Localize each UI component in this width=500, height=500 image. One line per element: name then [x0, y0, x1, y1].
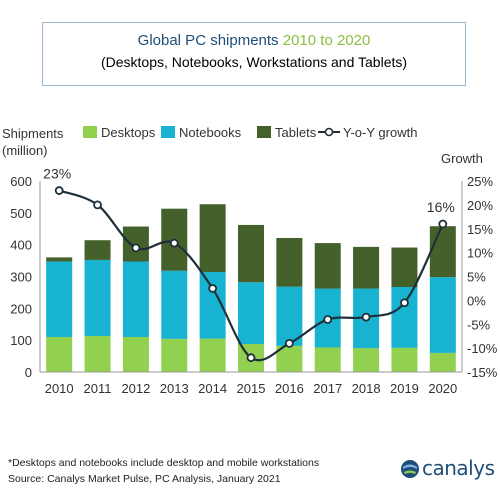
x-tick-label: 2012 — [121, 381, 150, 396]
chart-title-years: 2010 to 2020 — [282, 32, 371, 49]
y-tick-right-label: 10% — [467, 246, 493, 261]
growth-data-label: 16% — [427, 199, 455, 215]
bar-tablets-2020 — [429, 226, 456, 278]
bars — [46, 204, 456, 372]
bar-tablets-2014 — [199, 204, 226, 273]
growth-point-2010 — [54, 186, 64, 195]
y-tick-left-label: 400 — [10, 238, 32, 253]
x-tick-label: 2017 — [313, 381, 342, 396]
bar-notebooks-2019 — [391, 287, 418, 348]
growth-data-label: 23% — [43, 166, 71, 182]
y-tick-right-label: -15% — [467, 365, 498, 380]
x-tick-label: 2010 — [45, 381, 74, 396]
bar-desktops-2020 — [429, 352, 456, 372]
x-tick-label: 2020 — [428, 381, 457, 396]
y-axis-left-title-line1: Shipments — [2, 126, 64, 141]
source-note: Source: Canalys Market Pulse, PC Analysi… — [8, 473, 281, 485]
legend-swatch-growth-marker — [324, 127, 334, 137]
growth-point-2018 — [361, 312, 371, 322]
bar-notebooks-2016 — [276, 286, 303, 346]
bar-desktops-2011 — [84, 336, 111, 372]
growth-point-2019 — [400, 298, 409, 308]
y-axis-right-title: Growth — [441, 151, 483, 166]
axes — [39, 181, 463, 373]
y-tick-right-label: 25% — [467, 174, 493, 189]
y-tick-right-label: 15% — [467, 222, 493, 237]
bar-desktops-2018 — [353, 348, 380, 372]
legend-swatch-notebooks — [161, 126, 175, 138]
axis-labels: Shipments (million) Growth — [2, 126, 483, 166]
x-tick-label: 2016 — [275, 381, 304, 396]
bar-notebooks-2013 — [161, 270, 188, 339]
x-tick-label: 2013 — [160, 381, 189, 396]
canalys-logo: canalys — [400, 455, 496, 481]
growth-point-2012 — [131, 243, 141, 253]
legend-label-tablets: Tablets — [275, 125, 317, 140]
growth-point-2014 — [208, 284, 218, 293]
growth-point-2016 — [284, 338, 294, 348]
growth-point-2020 — [438, 219, 448, 229]
growth-line-group: 23% 16% — [43, 166, 455, 363]
y-axis-left-title-line2: (million) — [2, 143, 48, 158]
bar-tablets-2018 — [353, 246, 380, 289]
bar-tablets-2011 — [84, 240, 111, 260]
legend-label-notebooks: Notebooks — [179, 125, 242, 140]
bar-desktops-2017 — [314, 347, 341, 372]
x-tick-label: 2014 — [198, 381, 227, 396]
bar-desktops-2014 — [199, 338, 226, 372]
growth-point-2011 — [93, 200, 102, 210]
chart-title-box: Global PC shipments 2010 to 2020 (Deskto… — [42, 22, 466, 86]
globe-icon — [401, 460, 419, 478]
y-tick-right-label: -10% — [467, 341, 498, 356]
growth-point-2017 — [323, 315, 333, 324]
bar-tablets-2017 — [314, 243, 341, 289]
logo-text: canalys — [422, 456, 495, 480]
y-tick-left-label: 100 — [10, 333, 32, 348]
y-tick-right-label: 5% — [467, 270, 486, 285]
bar-desktops-2019 — [391, 347, 418, 372]
chart-title-prefix: Global PC shipments — [137, 32, 283, 49]
tick-labels: 0 100 200 300 400 500 600 -15% -10% -5% 0% 5% 10% 15%… — [10, 174, 497, 396]
bar-notebooks-2011 — [84, 259, 111, 337]
bar-notebooks-2020 — [429, 277, 456, 353]
chart-title: Global PC shipments 2010 to 2020 — [43, 32, 465, 49]
y-tick-left-label: 300 — [10, 270, 32, 285]
bar-tablets-2010 — [46, 257, 73, 262]
bar-notebooks-2015 — [238, 282, 264, 344]
bar-desktops-2013 — [161, 338, 188, 372]
footnote: *Desktops and notebooks include desktop … — [8, 457, 320, 469]
bar-tablets-2019 — [391, 247, 418, 288]
bar-desktops-2012 — [122, 336, 149, 372]
bar-tablets-2016 — [276, 237, 303, 287]
x-tick-label: 2011 — [84, 381, 112, 396]
y-tick-right-label: 0% — [467, 293, 486, 308]
bar-notebooks-2012 — [122, 261, 149, 337]
bar-notebooks-2010 — [46, 261, 73, 337]
chart-subtitle: (Desktops, Notebooks, Workstations and T… — [100, 54, 408, 70]
y-tick-left-label: 0 — [25, 365, 32, 380]
x-tick-label: 2019 — [390, 381, 419, 396]
legend: Desktops Notebooks Tablets Y-o-Y growth — [83, 125, 417, 140]
x-tick-label: 2015 — [237, 381, 266, 396]
bar-desktops-2010 — [46, 336, 73, 372]
legend-swatch-desktops — [83, 126, 97, 138]
y-tick-left-label: 600 — [10, 174, 32, 189]
growth-point-2015 — [246, 353, 256, 363]
legend-label-growth: Y-o-Y growth — [343, 125, 417, 140]
y-tick-right-label: 20% — [467, 198, 493, 213]
legend-swatch-tablets — [257, 126, 271, 138]
legend-label-desktops: Desktops — [101, 125, 156, 140]
y-tick-left-label: 200 — [10, 301, 32, 316]
y-tick-left-label: 500 — [10, 206, 32, 221]
y-tick-right-label: -5% — [467, 317, 491, 332]
x-tick-label: 2018 — [352, 381, 381, 396]
growth-point-2013 — [169, 238, 179, 248]
bar-tablets-2015 — [238, 224, 264, 283]
